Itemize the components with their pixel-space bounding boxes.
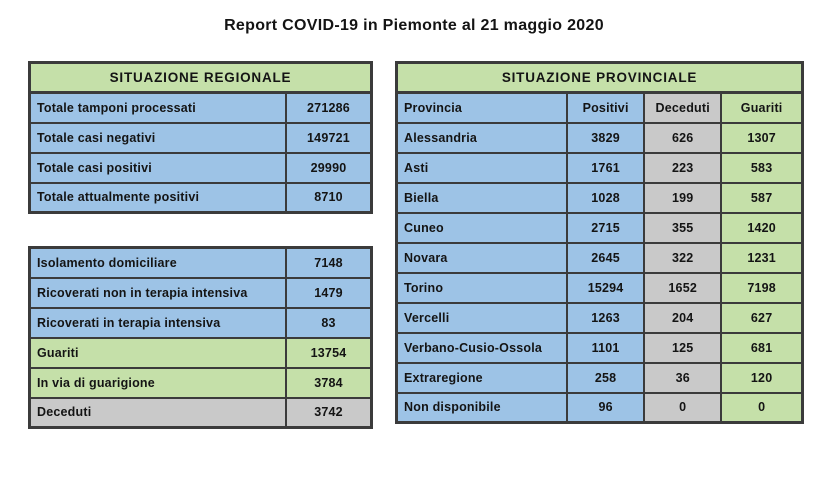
provincial-table-title: SITUAZIONE PROVINCIALE: [395, 61, 804, 94]
table-row: Alessandria 3829 626 1307: [395, 121, 804, 154]
table-row: Biella 1028 199 587: [395, 181, 804, 214]
table-row: In via di guarigione 3784: [28, 366, 373, 399]
positivi-cell: 2715: [566, 211, 646, 244]
table-row: Totale casi positivi 29990: [28, 151, 373, 184]
provincial-title-row: SITUAZIONE PROVINCIALE: [395, 61, 804, 94]
row-value: 13754: [285, 336, 373, 369]
provincial-table: SITUAZIONE PROVINCIALE Provincia Positivi…: [395, 61, 804, 424]
row-label: Isolamento domiciliare: [28, 246, 287, 279]
deceduti-cell: 199: [643, 181, 723, 214]
regional-detail-table: Isolamento domiciliare 7148 Ricoverati non…: [28, 246, 373, 429]
table-row: Totale casi negativi 149721: [28, 121, 373, 154]
positivi-cell: 96: [566, 391, 646, 424]
deceduti-cell: 204: [643, 301, 723, 334]
row-value: 7148: [285, 246, 373, 279]
table-row: Novara 2645 322 1231: [395, 241, 804, 274]
row-label: Ricoverati non in terapia intensiva: [28, 276, 287, 309]
regional-title-row: SITUAZIONE REGIONALE: [28, 61, 373, 94]
table-row: Non disponibile 96 0 0: [395, 391, 804, 424]
table-row: Vercelli 1263 204 627: [395, 301, 804, 334]
regional-section: SITUAZIONE REGIONALE Totale tamponi proc…: [28, 61, 373, 429]
column-header-deceduti: Deceduti: [643, 91, 723, 124]
guariti-cell: 1231: [720, 241, 804, 274]
deceduti-cell: 626: [643, 121, 723, 154]
positivi-cell: 1761: [566, 151, 646, 184]
row-label: Deceduti: [28, 396, 287, 429]
provincia-cell: Asti: [395, 151, 569, 184]
provincia-cell: Alessandria: [395, 121, 569, 154]
guariti-cell: 681: [720, 331, 804, 364]
regional-summary-table: SITUAZIONE REGIONALE Totale tamponi proc…: [28, 61, 373, 214]
provincia-cell: Cuneo: [395, 211, 569, 244]
table-row: Deceduti 3742: [28, 396, 373, 429]
table-row: Totale attualmente positivi 8710: [28, 181, 373, 214]
row-value: 29990: [285, 151, 373, 184]
guariti-cell: 1307: [720, 121, 804, 154]
page-title: Report COVID-19 in Piemonte al 21 maggio…: [224, 17, 604, 34]
table-row: Totale tamponi processati 271286: [28, 91, 373, 124]
table-row: Torino 15294 1652 7198: [395, 271, 804, 304]
provincia-cell: Verbano-Cusio-Ossola: [395, 331, 569, 364]
row-label: Totale casi positivi: [28, 151, 287, 184]
table-row: Guariti 13754: [28, 336, 373, 369]
table-row: Asti 1761 223 583: [395, 151, 804, 184]
column-header-provincia: Provincia: [395, 91, 569, 124]
column-header-positivi: Positivi: [566, 91, 646, 124]
row-value: 149721: [285, 121, 373, 154]
guariti-cell: 627: [720, 301, 804, 334]
deceduti-cell: 0: [643, 391, 723, 424]
row-label: Guariti: [28, 336, 287, 369]
deceduti-cell: 355: [643, 211, 723, 244]
provincial-column-header-row: Provincia Positivi Deceduti Guariti: [395, 91, 804, 124]
provincial-section: SITUAZIONE PROVINCIALE Provincia Positivi…: [395, 61, 804, 429]
table-row: Ricoverati non in terapia intensiva 1479: [28, 276, 373, 309]
guariti-cell: 583: [720, 151, 804, 184]
row-label: Totale tamponi processati: [28, 91, 287, 124]
guariti-cell: 120: [720, 361, 804, 394]
positivi-cell: 15294: [566, 271, 646, 304]
table-row: Verbano-Cusio-Ossola 1101 125 681: [395, 331, 804, 364]
row-label: In via di guarigione: [28, 366, 287, 399]
positivi-cell: 1028: [566, 181, 646, 214]
row-value: 83: [285, 306, 373, 339]
column-header-guariti: Guariti: [720, 91, 804, 124]
guariti-cell: 587: [720, 181, 804, 214]
deceduti-cell: 322: [643, 241, 723, 274]
provincia-cell: Torino: [395, 271, 569, 304]
guariti-cell: 0: [720, 391, 804, 424]
guariti-cell: 1420: [720, 211, 804, 244]
row-value: 271286: [285, 91, 373, 124]
provincia-cell: Vercelli: [395, 301, 569, 334]
positivi-cell: 2645: [566, 241, 646, 274]
provincia-cell: Non disponibile: [395, 391, 569, 424]
row-value: 3784: [285, 366, 373, 399]
deceduti-cell: 36: [643, 361, 723, 394]
regional-table-title: SITUAZIONE REGIONALE: [28, 61, 373, 94]
deceduti-cell: 1652: [643, 271, 723, 304]
row-value: 1479: [285, 276, 373, 309]
positivi-cell: 258: [566, 361, 646, 394]
table-row: Isolamento domiciliare 7148: [28, 246, 373, 279]
deceduti-cell: 125: [643, 331, 723, 364]
provincia-cell: Biella: [395, 181, 569, 214]
deceduti-cell: 223: [643, 151, 723, 184]
table-row: Ricoverati in terapia intensiva 83: [28, 306, 373, 339]
row-value: 8710: [285, 181, 373, 214]
positivi-cell: 1263: [566, 301, 646, 334]
positivi-cell: 1101: [566, 331, 646, 364]
row-value: 3742: [285, 396, 373, 429]
guariti-cell: 7198: [720, 271, 804, 304]
row-label: Ricoverati in terapia intensiva: [28, 306, 287, 339]
positivi-cell: 3829: [566, 121, 646, 154]
row-label: Totale attualmente positivi: [28, 181, 287, 214]
provincia-cell: Novara: [395, 241, 569, 274]
table-row: Cuneo 2715 355 1420: [395, 211, 804, 244]
provincia-cell: Extraregione: [395, 361, 569, 394]
report-content: SITUAZIONE REGIONALE Totale tamponi proc…: [28, 61, 804, 429]
row-label: Totale casi negativi: [28, 121, 287, 154]
table-row: Extraregione 258 36 120: [395, 361, 804, 394]
